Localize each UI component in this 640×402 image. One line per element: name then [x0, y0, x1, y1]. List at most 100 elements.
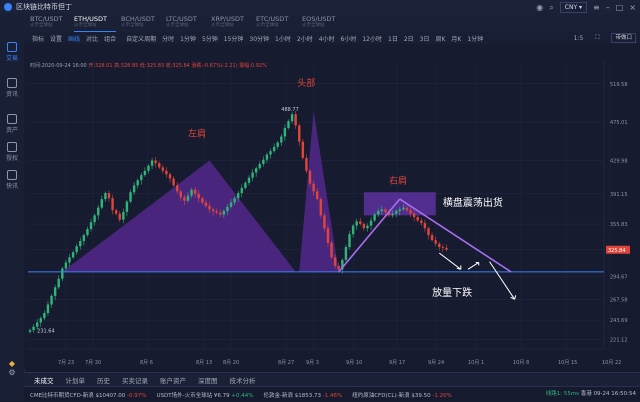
tab-eos-usdt[interactable]: EOS/USDT 火币全球站 — [302, 15, 344, 31]
candle-body — [269, 151, 272, 155]
candle-body — [341, 259, 344, 270]
period-6h[interactable]: 6小时 — [340, 35, 357, 43]
user-icon[interactable]: ◉ — [536, 3, 544, 12]
candle-body — [244, 182, 247, 188]
y-tick-label: 429.98 — [610, 159, 628, 165]
exchange-icon — [7, 42, 17, 52]
candle-body — [183, 197, 186, 201]
draw-button[interactable]: 画线 — [68, 35, 81, 43]
ticker-item[interactable]: 伦敦金-新浪 $1853.73 -1.46% — [263, 391, 342, 399]
app-title: 区块链比特币但丁 — [16, 3, 72, 11]
candle-body — [219, 212, 222, 215]
candle-body — [154, 160, 157, 164]
ticker-bar: CME比特币期货CFD-新浪 $10407.00 -0.97% USDT场外-火… — [24, 386, 640, 402]
tab-symbol: XRP/USDT — [211, 15, 244, 23]
period-1m-alt[interactable]: 1分钟 — [467, 35, 484, 43]
period-week[interactable]: 周K — [435, 35, 446, 43]
tab-account-assets[interactable]: 账户资产 — [160, 376, 186, 385]
period-1h[interactable]: 1小时 — [275, 35, 291, 43]
custom-period-select[interactable]: 自定义周期 — [126, 35, 157, 43]
consolidation-label: 横盘震荡出货 — [443, 196, 503, 209]
period-4h[interactable]: 4小时 — [318, 35, 335, 43]
tab-depth-chart[interactable]: 深度图 — [198, 376, 218, 385]
pro-button[interactable]: 带做口 — [611, 33, 636, 43]
period-5m[interactable]: 5分钟 — [201, 35, 218, 43]
sidebar-item-label: 资产 — [5, 127, 18, 134]
candle-body — [387, 211, 391, 216]
sidebar-item-auth[interactable]: 授权 — [0, 142, 24, 162]
candle-body — [283, 127, 287, 137]
candle-body — [330, 242, 333, 258]
menu-icon[interactable]: ≡ — [593, 3, 600, 12]
high-value-label: 488.77 — [281, 107, 299, 113]
diamond-icon[interactable]: ◆ — [8, 359, 16, 368]
candle-body — [298, 125, 301, 142]
tab-exchange: 火币全球站 — [74, 23, 97, 28]
ohlc-time: 时间:2020-09-24 16:00 — [30, 63, 87, 69]
tab-history[interactable]: 历史 — [97, 376, 110, 385]
tab-etc-usdt[interactable]: ETC/USDT 火币全球站 — [256, 15, 298, 31]
y-tick-label: 243.69 — [610, 318, 628, 324]
candle-body — [143, 170, 147, 176]
tab-technical-analysis[interactable]: 技术分析 — [229, 376, 256, 385]
sidebar-item-assets[interactable]: 资产 — [0, 114, 24, 134]
period-30m[interactable]: 30分钟 — [249, 35, 270, 43]
period-timeline[interactable]: 分时 — [162, 35, 175, 43]
candle-body — [129, 192, 132, 202]
indicator-button[interactable]: 指标 — [32, 35, 45, 43]
compare-button[interactable]: 对比 — [86, 35, 99, 43]
tab-ltc-usdt[interactable]: LTC/USDT 火币全球站 — [166, 15, 208, 31]
assets-icon — [7, 114, 17, 124]
period-month[interactable]: 月K — [451, 35, 462, 43]
candle-body — [445, 247, 448, 250]
scale-value[interactable]: 1:5 — [573, 34, 584, 42]
close-icon[interactable]: × — [629, 3, 636, 12]
tab-open-orders[interactable]: 未成交 — [34, 376, 54, 385]
search-icon[interactable]: ⌕ — [549, 3, 554, 12]
candle-body — [312, 183, 315, 192]
ticker-item[interactable]: CME比特币期货CFD-新浪 $10407.00 -0.97% — [30, 391, 147, 399]
candle-body — [337, 265, 340, 270]
candle-body — [323, 215, 326, 229]
sidebar-item-news[interactable]: 资讯 — [0, 78, 24, 98]
candle-body — [89, 222, 93, 230]
currency-value: CNY — [564, 4, 578, 11]
y-tick-label: 221.12 — [610, 337, 628, 343]
settings-icon[interactable]: ⚙ — [8, 368, 16, 377]
settings-button[interactable]: 设置 — [50, 35, 63, 43]
period-2d[interactable]: 2日 — [403, 35, 414, 43]
maximize-icon[interactable]: □ — [615, 3, 624, 12]
tab-trade-records[interactable]: 买卖记录 — [122, 376, 148, 385]
currency-select[interactable]: CNY ▾ — [559, 2, 588, 13]
tab-bch-usdt[interactable]: BCH/USDT 火币全球站 — [121, 15, 163, 31]
ticker-item[interactable]: 纽约原油CFD(CL)-新浪 $39.50 -1.20% — [352, 391, 452, 399]
period-1m[interactable]: 1分钟 — [180, 35, 196, 43]
tab-btc-usdt[interactable]: BTC/USDT 火币全球站 — [30, 15, 72, 31]
period-2h[interactable]: 2小时 — [296, 35, 313, 43]
tab-eth-usdt[interactable]: ETH/USDT 火币全球站 — [74, 15, 116, 32]
combo-button[interactable]: 组合 — [104, 35, 117, 43]
tab-exchange: 火币全球站 — [166, 23, 189, 28]
period-3d[interactable]: 3日 — [419, 35, 430, 43]
tab-symbol: ETC/USDT — [256, 15, 289, 23]
tab-xrp-usdt[interactable]: XRP/USDT 火币全球站 — [211, 15, 253, 31]
period-1d[interactable]: 1日 — [388, 35, 398, 43]
tab-plan-orders[interactable]: 计划单 — [65, 376, 86, 385]
candle-body — [100, 199, 103, 208]
candle-body — [398, 209, 401, 212]
candle-body — [97, 207, 100, 216]
minimize-icon[interactable]: – — [605, 3, 610, 12]
candle-body — [50, 295, 53, 305]
ticker-name: USDT场外-火币全球站 — [156, 392, 213, 399]
period-12h[interactable]: 12小时 — [362, 35, 382, 43]
ticker-change: -1.46% — [322, 392, 343, 399]
ticker-change: -1.20% — [432, 392, 452, 399]
sidebar-item-flash[interactable]: 快讯 — [0, 170, 24, 190]
period-15m[interactable]: 15分钟 — [223, 35, 244, 43]
sidebar-item-trade[interactable]: 交易 — [0, 42, 24, 62]
ticker-item[interactable]: USDT场外-火币全球站 ¥6.79 +0.44% — [157, 391, 254, 399]
fullscreen-icon[interactable]: ⛶ — [595, 34, 600, 41]
ohlc-readout: 时间:2020-09-24 16:00 开:328.01 高:328.85 低:… — [30, 62, 267, 69]
